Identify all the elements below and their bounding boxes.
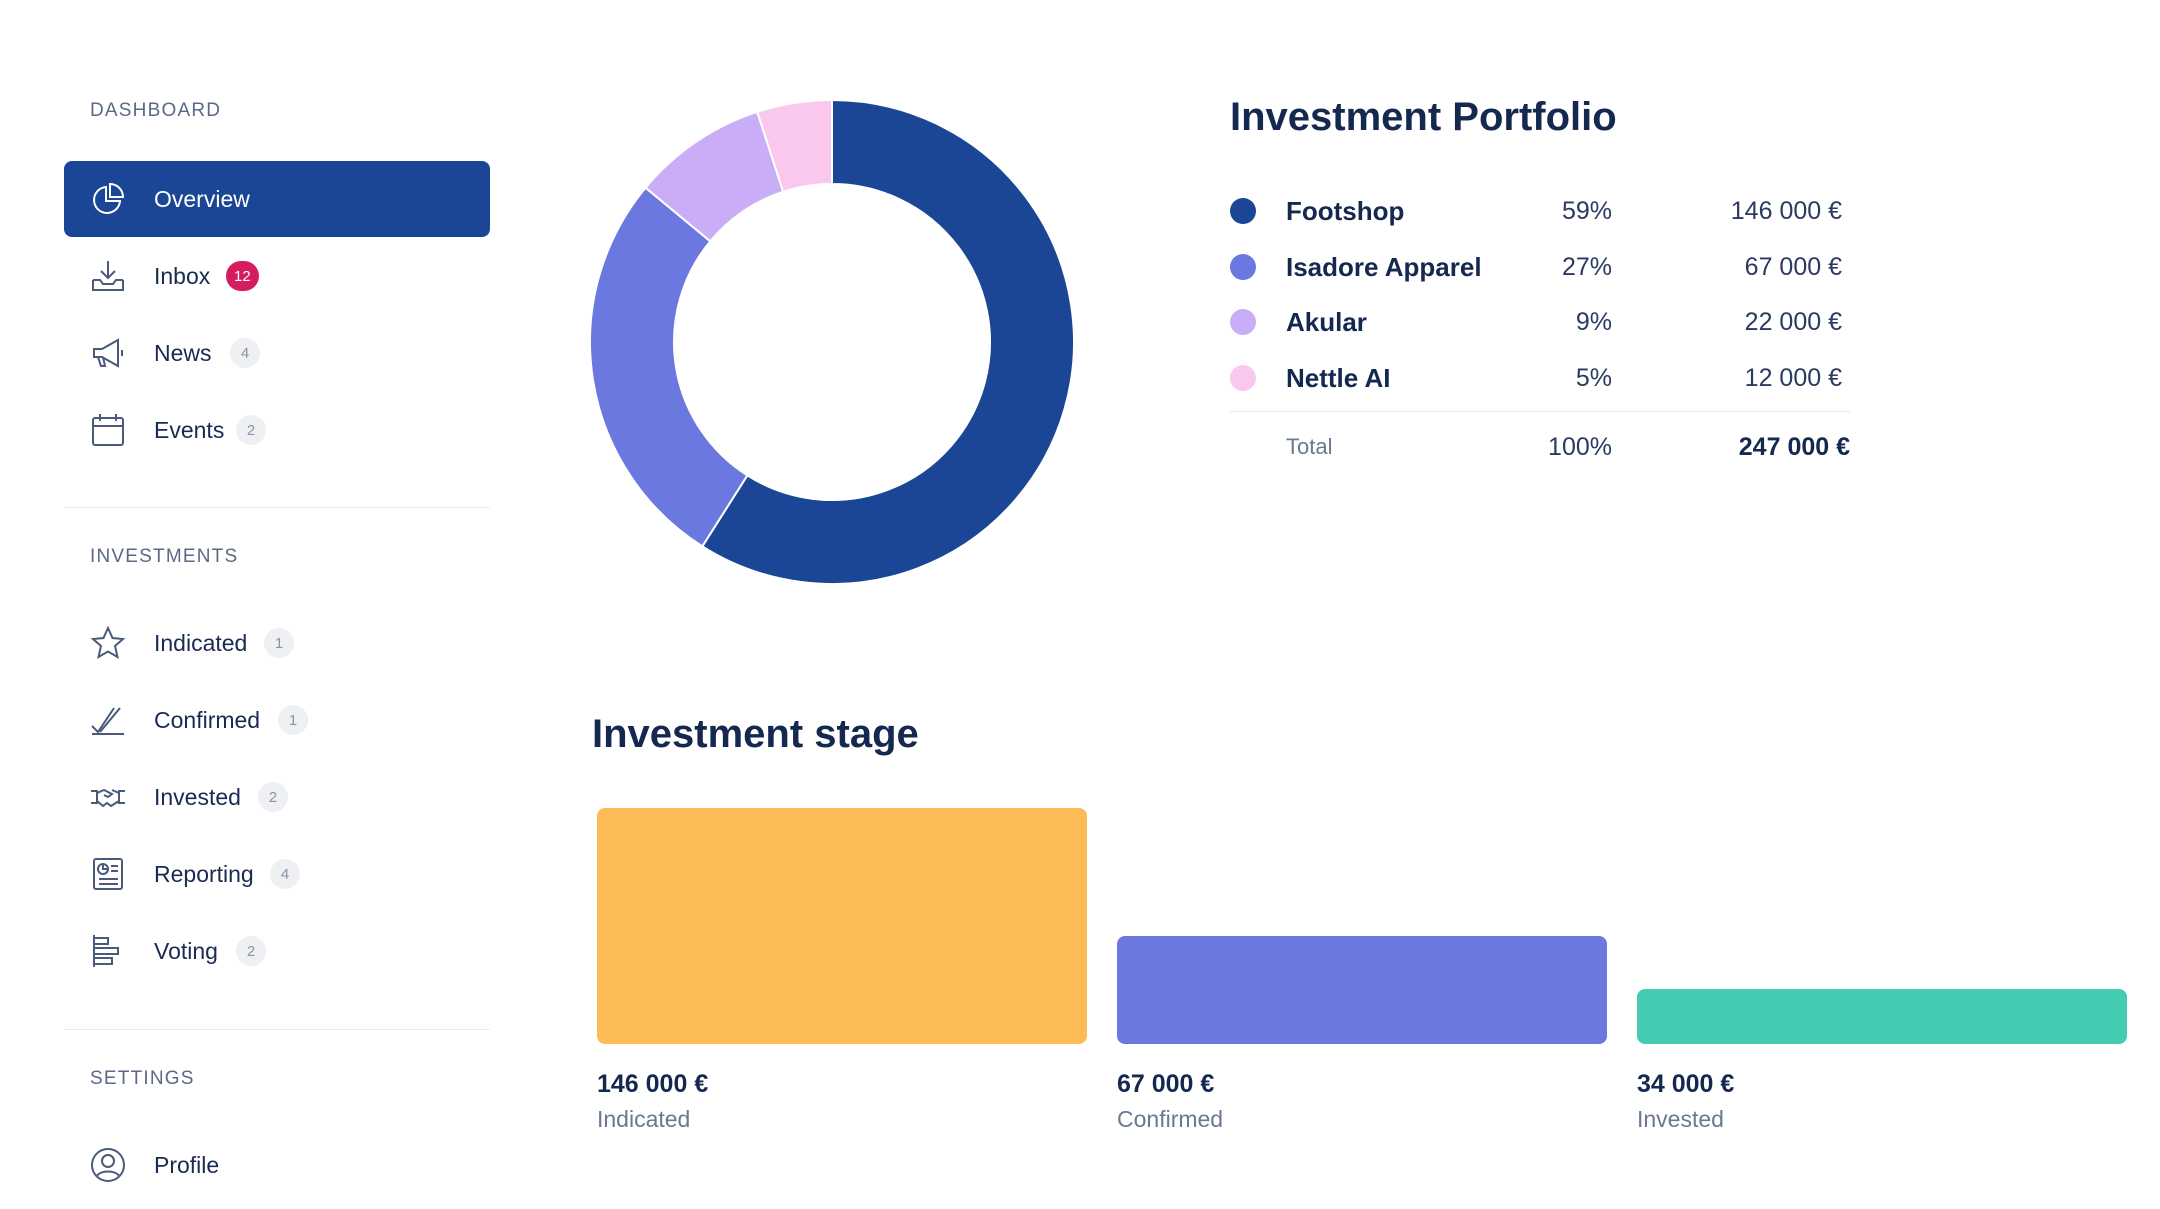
company-percent: 5% <box>1575 363 1612 392</box>
section-title-dashboard: DASHBOARD <box>90 100 222 121</box>
portfolio-total-row: Total 100% 247 000 € <box>1230 427 1850 467</box>
stage-bar-amount: 146 000 € <box>597 1070 709 1098</box>
company-amount: 146 000 € <box>1730 196 1842 225</box>
voting-count-badge: 2 <box>236 936 266 966</box>
sidebar-item-label: Voting <box>154 937 218 964</box>
portfolio-title: Investment Portfolio <box>1230 95 1617 139</box>
sidebar-item-label: News <box>154 339 212 366</box>
inbox-download-icon <box>90 258 126 294</box>
company-percent: 59% <box>1561 196 1612 225</box>
events-count-badge: 2 <box>236 415 266 445</box>
section-title-investments: INVESTMENTS <box>90 546 239 567</box>
sidebar-item-inbox[interactable]: Inbox 12 <box>64 238 490 314</box>
company-amount: 22 000 € <box>1744 307 1842 336</box>
company-amount: 67 000 € <box>1744 252 1842 281</box>
reporting-count-badge: 4 <box>270 859 300 889</box>
legend-dot <box>1230 365 1256 391</box>
company-name: Akular <box>1286 306 1367 337</box>
confirmed-count-badge: 1 <box>278 705 308 735</box>
divider <box>1230 411 1850 412</box>
divider <box>64 1029 490 1030</box>
calendar-icon <box>90 412 126 448</box>
company-percent: 9% <box>1575 307 1612 336</box>
report-icon <box>90 856 126 892</box>
stage-title: Investment stage <box>592 712 919 756</box>
sidebar-item-label: Reporting <box>154 860 254 887</box>
stage-bar-amount: 67 000 € <box>1117 1070 1215 1098</box>
company-name: Footshop <box>1286 195 1405 226</box>
stage-bar-indicated[interactable] <box>597 808 1087 1044</box>
portfolio-row-akular[interactable]: Akular 9% 22 000 € <box>1230 302 1850 342</box>
total-amount: 247 000 € <box>1738 432 1850 461</box>
sidebar-item-reporting[interactable]: Reporting 4 <box>64 836 490 912</box>
legend-dot <box>1230 309 1256 335</box>
sidebar-item-indicated[interactable]: Indicated 1 <box>64 605 490 681</box>
donut-slice-isadore-apparel[interactable] <box>590 186 749 548</box>
indicated-count-badge: 1 <box>264 628 294 658</box>
legend-dot <box>1230 254 1256 280</box>
divider <box>64 507 490 508</box>
sidebar-item-overview[interactable]: Overview <box>64 161 490 237</box>
sidebar-item-events[interactable]: Events 2 <box>64 392 490 468</box>
stage-bar-confirmed[interactable] <box>1117 936 1607 1044</box>
sidebar-item-news[interactable]: News 4 <box>64 315 490 391</box>
bar-list-icon <box>90 933 126 969</box>
stage-bar-label: Invested <box>1637 1106 1724 1132</box>
sidebar-item-invested[interactable]: Invested 2 <box>64 759 490 835</box>
stage-bar-label: Confirmed <box>1117 1106 1224 1132</box>
handshake-icon <box>90 779 126 815</box>
pie-chart-icon <box>90 181 126 217</box>
stage-bar-amount: 34 000 € <box>1637 1070 1735 1098</box>
sidebar-item-confirmed[interactable]: Confirmed 1 <box>64 682 490 758</box>
inbox-count-badge: 12 <box>226 261 259 291</box>
sidebar-item-label: Indicated <box>154 629 248 656</box>
company-percent: 27% <box>1561 252 1612 281</box>
legend-dot <box>1230 198 1256 224</box>
news-count-badge: 4 <box>230 338 260 368</box>
company-name: Isadore Apparel <box>1286 251 1482 282</box>
stage-bar-label: Indicated <box>597 1106 691 1132</box>
user-circle-icon <box>90 1147 126 1183</box>
sidebar-item-label: Events <box>154 416 225 443</box>
sidebar-item-label: Overview <box>154 185 250 212</box>
company-name: Nettle AI <box>1286 362 1391 393</box>
stage-bar-invested[interactable] <box>1637 989 2127 1044</box>
total-label: Total <box>1286 434 1333 459</box>
sidebar-item-voting[interactable]: Voting 2 <box>64 913 490 989</box>
double-check-icon <box>90 702 126 738</box>
donut-slice-footshop[interactable] <box>700 100 1074 584</box>
portfolio-row-isadore-apparel[interactable]: Isadore Apparel 27% 67 000 € <box>1230 247 1850 287</box>
invested-count-badge: 2 <box>258 782 288 812</box>
portfolio-row-nettle-ai[interactable]: Nettle AI 5% 12 000 € <box>1230 358 1850 398</box>
portfolio-donut-chart <box>590 100 1074 584</box>
sidebar-item-label: Inbox <box>154 262 211 289</box>
section-title-settings: SETTINGS <box>90 1068 195 1089</box>
sidebar: DASHBOARD Overview Inbox 12 News 4 Event… <box>64 0 494 1209</box>
megaphone-icon <box>90 335 126 371</box>
portfolio-panel: Investment Portfolio Footshop 59% 146 00… <box>1230 95 1850 461</box>
sidebar-item-profile[interactable]: Profile <box>64 1127 490 1203</box>
company-amount: 12 000 € <box>1744 363 1842 392</box>
portfolio-row-footshop[interactable]: Footshop 59% 146 000 € <box>1230 191 1850 231</box>
donut-slice-nettle-ai[interactable] <box>755 100 833 193</box>
sidebar-item-label: Profile <box>154 1151 220 1178</box>
sidebar-item-label: Confirmed <box>154 706 261 733</box>
star-icon <box>90 625 126 661</box>
sidebar-item-label: Invested <box>154 783 241 810</box>
total-percent: 100% <box>1548 432 1612 461</box>
